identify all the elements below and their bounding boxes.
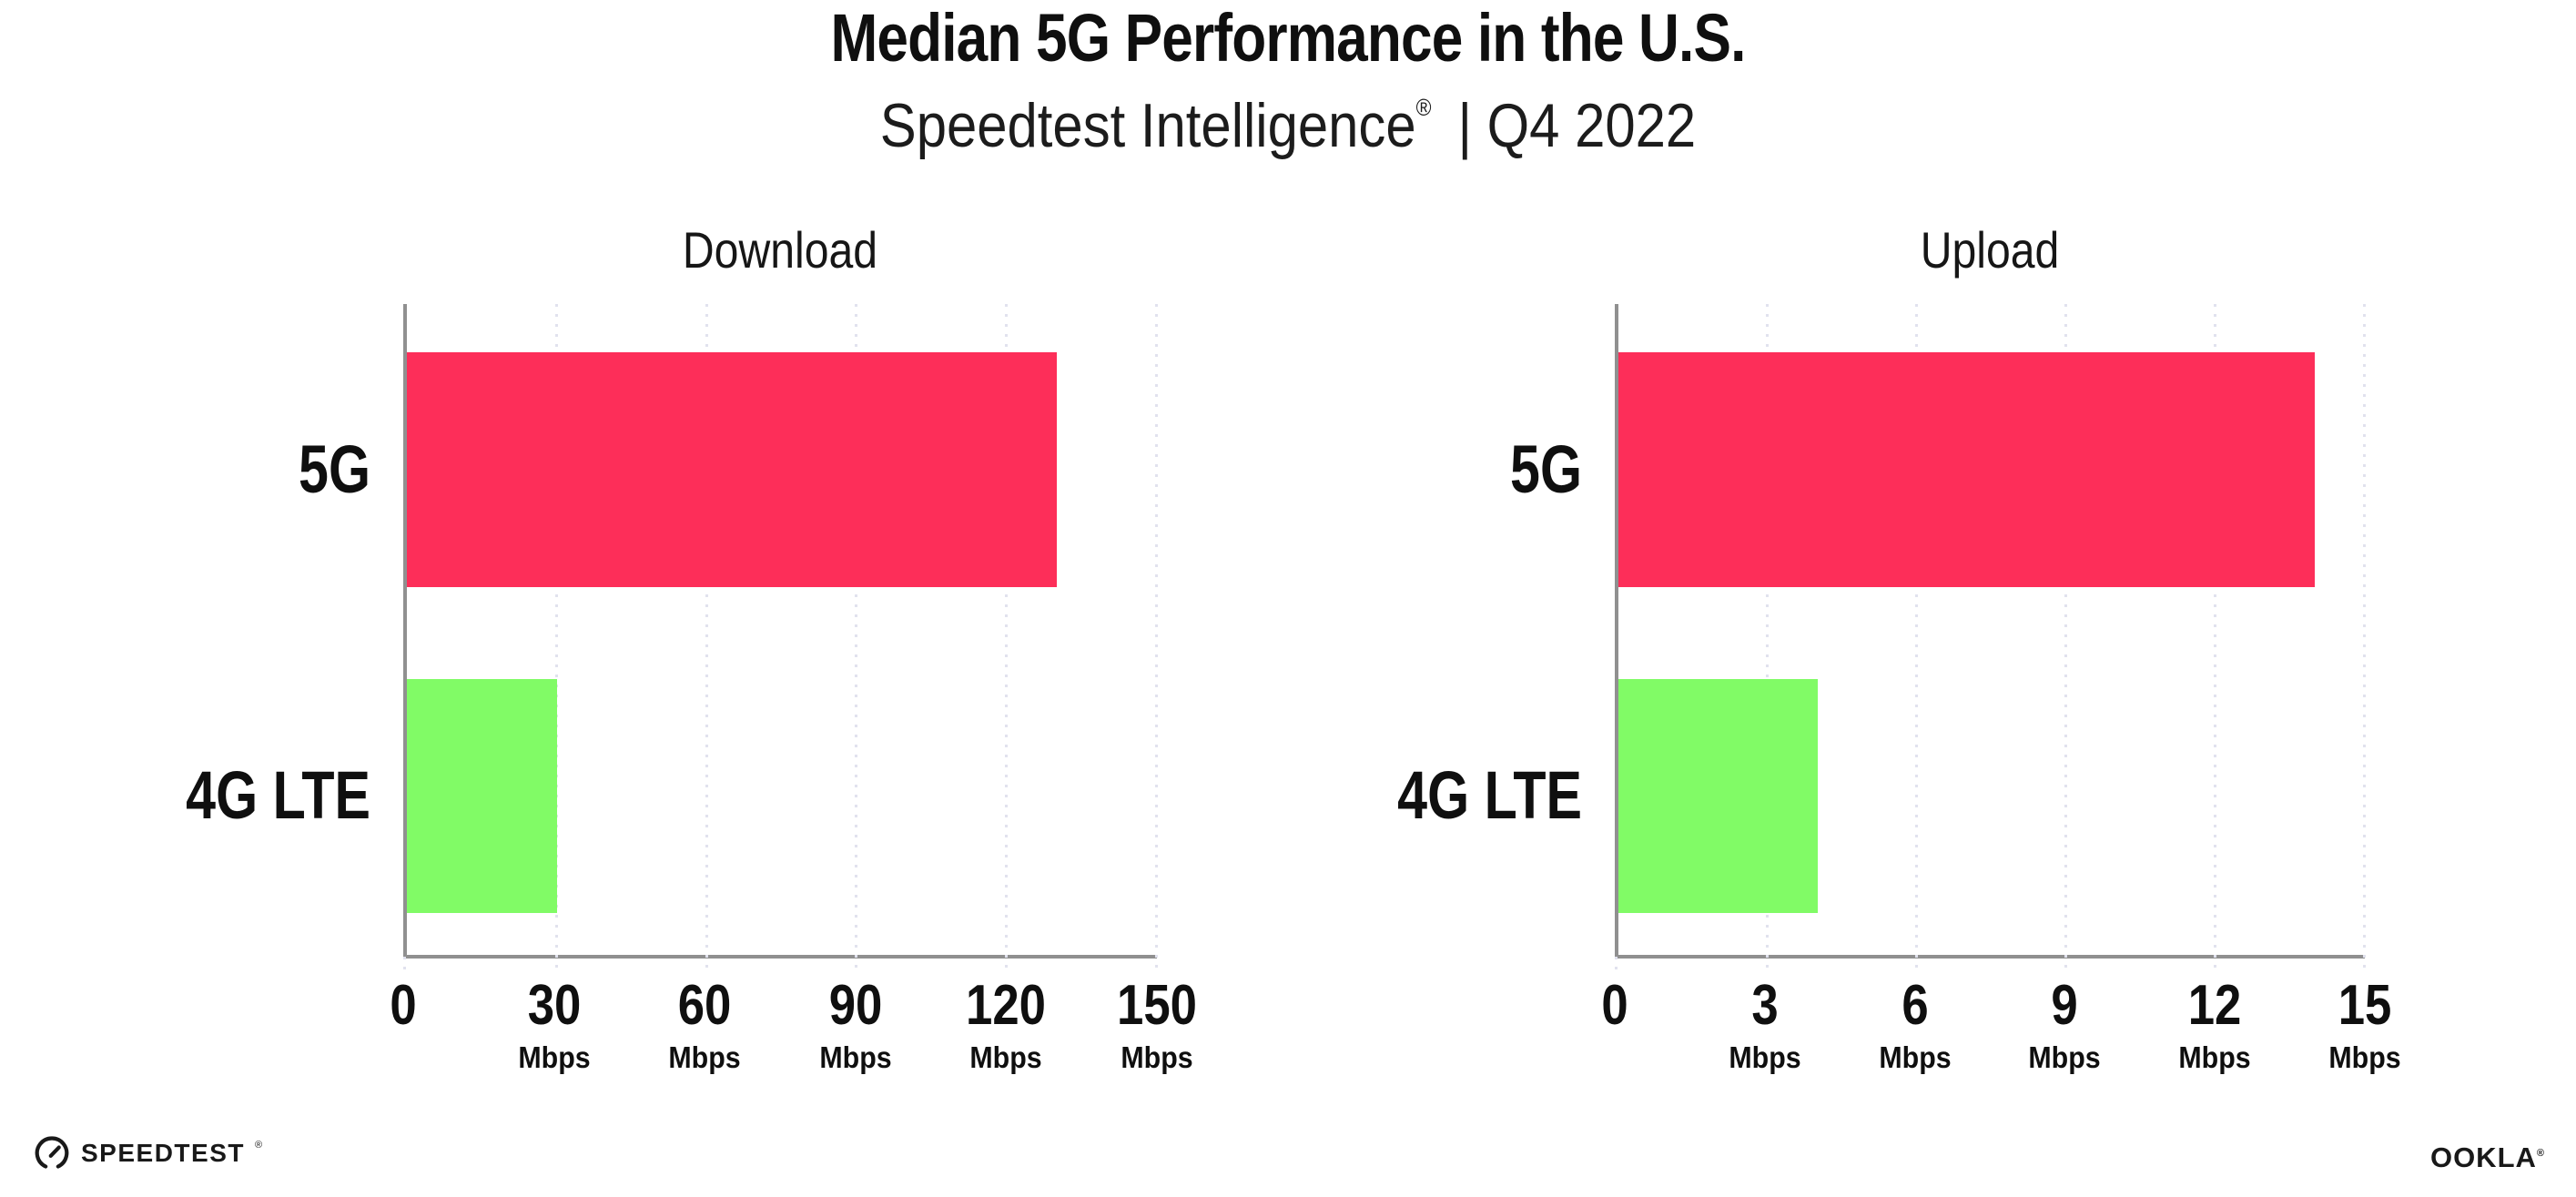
page-subtitle: Speedtest Intelligence® | Q4 2022 (155, 89, 2421, 175)
axis-tick: 9 Mbps (1964, 974, 2165, 1076)
tick-value: 0 (1601, 974, 1628, 1037)
gridline (1155, 304, 1158, 969)
chart-title-download: Download (682, 221, 878, 279)
page-title: Median 5G Performance in the U.S. (830, 0, 1746, 76)
x-axis-download: 0 30 Mbps 60 Mbps 90 Mbps 120 Mbps 150 M… (390, 974, 1197, 1083)
gridline (554, 304, 558, 969)
axis-tick: 60 Mbps (604, 974, 805, 1076)
bar-5g-download (407, 352, 1058, 587)
speedtest-wordmark: SPEEDTEST (81, 1139, 245, 1167)
axis-tick: 0 (1515, 974, 1715, 1038)
axis-zero-tick (403, 957, 406, 971)
ookla-wordmark: OOKLA (2429, 1141, 2537, 1173)
axis-tick: 3 Mbps (1665, 974, 1865, 1076)
bar-5g-upload (1618, 352, 2316, 587)
tick-unit: Mbps (2028, 1040, 2102, 1074)
tick-value: 9 (2051, 974, 2079, 1037)
tick-unit: Mbps (1729, 1040, 1801, 1074)
speedtest-logo: SPEEDTEST ® (33, 1134, 262, 1172)
axis-tick: 6 Mbps (1815, 974, 2015, 1076)
tick-value: 15 (2338, 974, 2392, 1037)
tick-unit: Mbps (1121, 1040, 1193, 1074)
tick-value: 30 (527, 974, 581, 1037)
gridline (1005, 304, 1009, 969)
tick-unit: Mbps (517, 1040, 591, 1074)
axis-tick: 120 Mbps (906, 974, 1106, 1076)
tick-unit: Mbps (969, 1040, 1043, 1074)
chart-title-upload: Upload (1920, 221, 2060, 279)
axis-tick: 15 Mbps (2265, 974, 2465, 1076)
bar-4glte-upload (1618, 679, 1818, 913)
category-label-5g-upload: 5G (1510, 431, 1582, 507)
x-axis-upload: 0 3 Mbps 6 Mbps 9 Mbps 12 Mbps 15 Mbps (1601, 974, 2400, 1083)
plot-area-upload (1615, 304, 2366, 971)
tick-unit: Mbps (819, 1040, 892, 1074)
axis-tick: 12 Mbps (2115, 974, 2315, 1076)
tick-value: 0 (390, 974, 417, 1037)
gridline (2363, 304, 2366, 969)
gridline (1915, 304, 1918, 969)
speedtest-gauge-icon (33, 1134, 71, 1172)
axis-tick: 30 Mbps (454, 974, 654, 1076)
registered-mark: ® (254, 1140, 263, 1151)
subtitle-brand: Speedtest Intelligence (879, 91, 1416, 160)
axis-tick: 150 Mbps (1057, 974, 1257, 1076)
tick-unit: Mbps (1878, 1040, 1952, 1074)
gridline (1766, 304, 1769, 969)
tick-value: 150 (1117, 974, 1197, 1037)
category-label-5g-download: 5G (299, 431, 370, 507)
tick-value: 120 (966, 974, 1047, 1037)
tick-unit: Mbps (2328, 1040, 2401, 1074)
category-label-4glte-download: 4G LTE (186, 757, 370, 833)
tick-value: 6 (1901, 974, 1929, 1037)
tick-value: 3 (1751, 974, 1779, 1037)
plot-area-download (403, 304, 1158, 971)
axis-zero-tick (1615, 957, 1618, 971)
gridline (705, 304, 708, 969)
ookla-logo: OOKLA® (2430, 1141, 2545, 1174)
category-label-4glte-upload: 4G LTE (1397, 757, 1582, 833)
axis-tick: 90 Mbps (756, 974, 956, 1076)
gridline (2064, 304, 2067, 969)
tick-value: 12 (2187, 974, 2242, 1037)
subtitle-period: | Q4 2022 (1457, 91, 1697, 160)
tick-unit: Mbps (668, 1040, 741, 1074)
gridline (855, 304, 858, 969)
axis-tick: 0 (303, 974, 503, 1038)
registered-mark: ® (2536, 1148, 2545, 1159)
tick-value: 90 (828, 974, 883, 1037)
bar-4glte-download (407, 679, 557, 913)
tick-value: 60 (677, 974, 732, 1037)
tick-unit: Mbps (2178, 1040, 2251, 1074)
gridline (2214, 304, 2216, 969)
registered-mark: ® (1415, 94, 1432, 121)
